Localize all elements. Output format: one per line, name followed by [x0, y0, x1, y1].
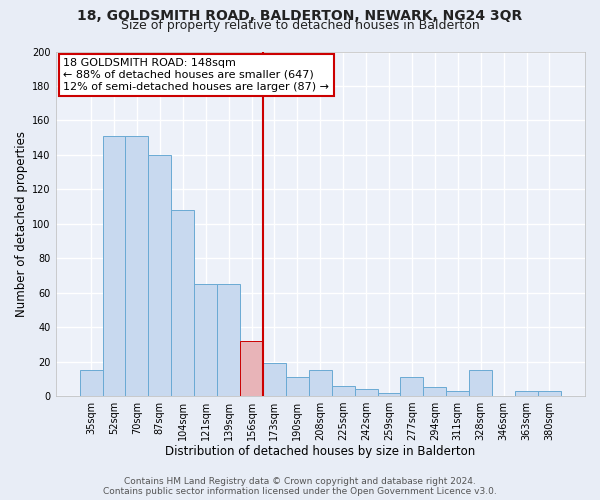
Bar: [217, 284, 240, 396]
Bar: [355, 389, 377, 396]
Bar: [377, 392, 400, 396]
Text: 18, GOLDSMITH ROAD, BALDERTON, NEWARK, NG24 3QR: 18, GOLDSMITH ROAD, BALDERTON, NEWARK, N…: [77, 9, 523, 23]
Text: 18 GOLDSMITH ROAD: 148sqm
← 88% of detached houses are smaller (647)
12% of semi: 18 GOLDSMITH ROAD: 148sqm ← 88% of detac…: [64, 58, 329, 92]
Bar: [515, 391, 538, 396]
X-axis label: Distribution of detached houses by size in Balderton: Distribution of detached houses by size …: [165, 444, 475, 458]
Bar: [538, 391, 561, 396]
Bar: [194, 284, 217, 396]
Text: Contains HM Land Registry data © Crown copyright and database right 2024.
Contai: Contains HM Land Registry data © Crown c…: [103, 476, 497, 496]
Text: Size of property relative to detached houses in Balderton: Size of property relative to detached ho…: [121, 19, 479, 32]
Bar: [469, 370, 492, 396]
Bar: [309, 370, 332, 396]
Bar: [332, 386, 355, 396]
Bar: [424, 388, 446, 396]
Bar: [263, 363, 286, 396]
Bar: [125, 136, 148, 396]
Bar: [171, 210, 194, 396]
Bar: [240, 341, 263, 396]
Bar: [400, 377, 424, 396]
Y-axis label: Number of detached properties: Number of detached properties: [15, 130, 28, 316]
Bar: [148, 155, 171, 396]
Bar: [446, 391, 469, 396]
Bar: [103, 136, 125, 396]
Bar: [80, 370, 103, 396]
Bar: [286, 377, 309, 396]
